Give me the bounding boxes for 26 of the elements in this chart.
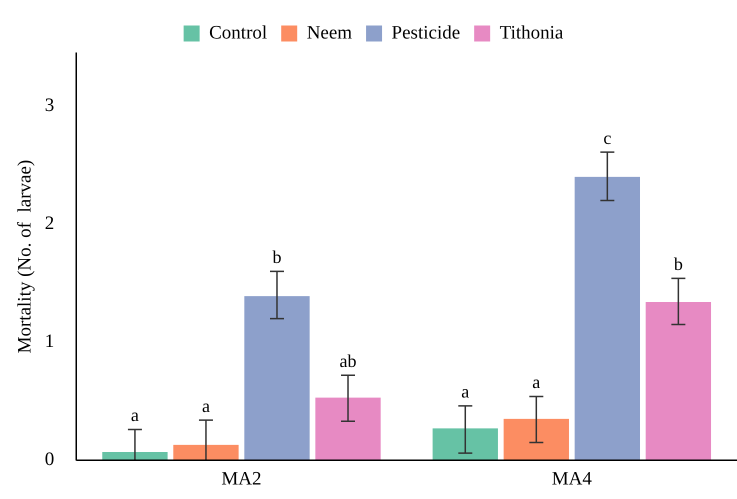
bar xyxy=(646,302,712,460)
data-label: b xyxy=(272,247,282,268)
y-tick-label: 0 xyxy=(44,449,54,470)
bar xyxy=(315,398,381,460)
y-tick-label: 1 xyxy=(44,331,54,352)
y-axis-title: Mortality (No. of larvae) xyxy=(14,160,36,354)
bar xyxy=(244,296,310,460)
bar xyxy=(504,418,569,460)
legend-label: Pesticide xyxy=(392,22,460,44)
legend-label: Neem xyxy=(306,22,352,44)
legend-label: Tithonia xyxy=(500,22,564,44)
bar xyxy=(432,428,498,460)
bar xyxy=(574,176,640,460)
data-label: a xyxy=(461,382,470,402)
data-label: a xyxy=(202,396,210,416)
bar xyxy=(173,444,239,460)
data-label: b xyxy=(674,254,683,274)
y-tick-label: 3 xyxy=(44,95,54,116)
data-label: c xyxy=(603,128,612,148)
y-tick-label: 2 xyxy=(44,213,54,234)
x-tick-label: MA2 xyxy=(221,468,262,490)
data-label: a xyxy=(130,405,139,426)
x-tick-label: MA4 xyxy=(552,468,592,490)
legend-label: Control xyxy=(209,22,268,44)
data-label: a xyxy=(532,372,540,392)
data-label: ab xyxy=(340,350,357,371)
